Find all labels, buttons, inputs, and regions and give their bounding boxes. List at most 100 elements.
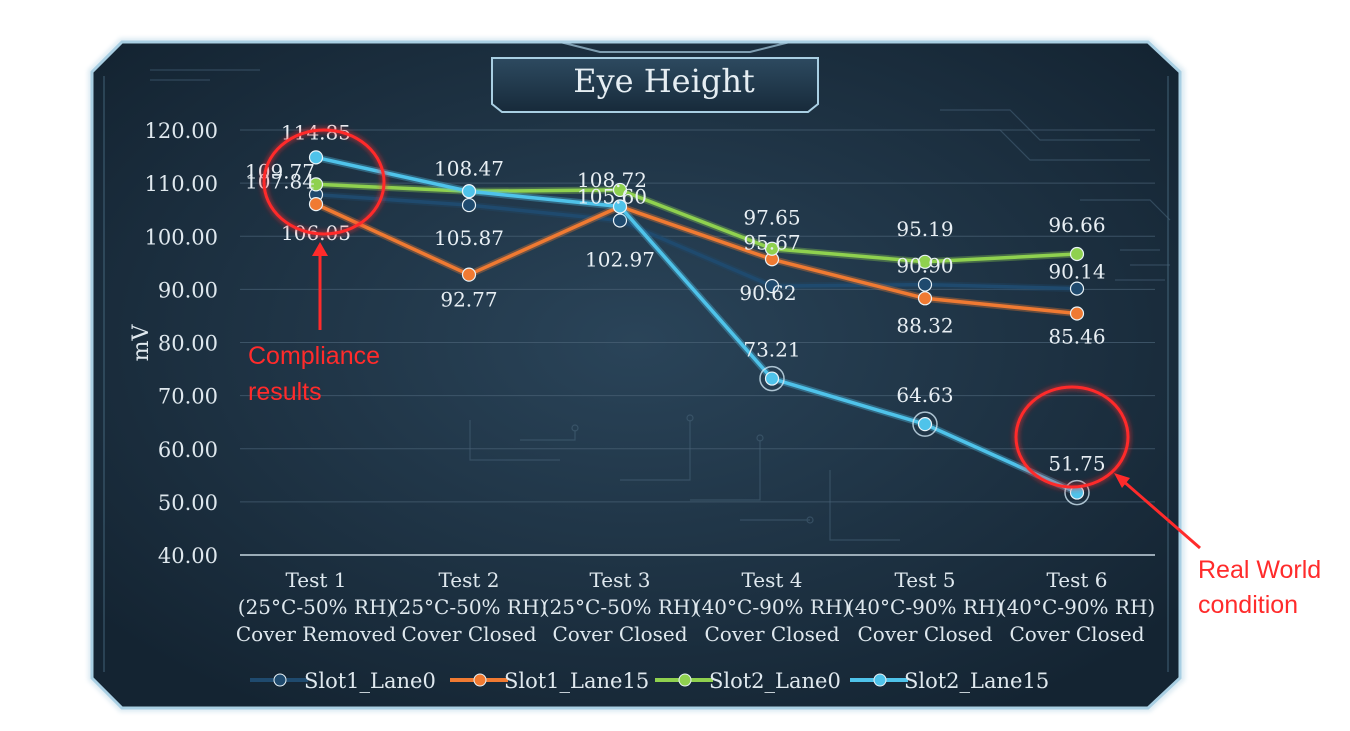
series-line xyxy=(315,182,1078,264)
x-tick-label: (25°C-50% RH) xyxy=(542,595,698,619)
x-tick-label: Test 3 xyxy=(589,568,650,592)
data-label: 90.14 xyxy=(1048,260,1105,284)
data-label: 108.72 xyxy=(577,168,647,192)
data-label: 90.90 xyxy=(896,254,953,278)
y-tick-label: 60.00 xyxy=(158,438,218,462)
data-label: 64.63 xyxy=(896,383,953,407)
x-tick-label: Cover Closed xyxy=(401,622,536,646)
data-label: 88.32 xyxy=(896,313,953,337)
legend-item: Slot1_Lane15 xyxy=(450,669,649,693)
x-tick-label: Cover Closed xyxy=(552,622,687,646)
series-lines xyxy=(308,150,1090,506)
axes: 40.00 50.00 60.00 70.00 80.00 90.00 100.00 110.… xyxy=(145,119,1156,646)
x-tick-label: Test 2 xyxy=(438,568,499,592)
x-tick-label: (40°C-90% RH) xyxy=(847,595,1003,619)
data-label: 95.67 xyxy=(743,230,800,254)
compliance-annotation: Compliance results xyxy=(248,128,386,406)
panel-frame xyxy=(88,38,1185,712)
real-world-arrow-head xyxy=(1114,473,1130,488)
legend-item: Slot2_Lane0 xyxy=(655,669,841,693)
legend-swatch-marker xyxy=(473,673,487,687)
x-tick-label: Test 4 xyxy=(741,568,802,592)
x-tick-label: Test 1 xyxy=(285,568,346,592)
y-tick-label: 110.00 xyxy=(145,172,218,196)
x-tick-label: (40°C-90% RH) xyxy=(694,595,850,619)
data-point xyxy=(1069,246,1085,262)
data-label: 102.97 xyxy=(585,247,655,271)
data-label: 108.47 xyxy=(434,156,504,180)
data-label: 90.62 xyxy=(739,281,796,305)
x-tick-label: Cover Closed xyxy=(857,622,992,646)
data-point xyxy=(461,197,477,213)
data-point xyxy=(308,197,324,212)
compliance-label-line2: results xyxy=(248,378,322,406)
title-box: Eye Height xyxy=(491,57,819,113)
x-tick-label: Test 5 xyxy=(894,568,955,592)
data-point xyxy=(308,150,324,165)
data-point xyxy=(764,278,780,294)
series-line xyxy=(315,202,1078,316)
data-label: 96.66 xyxy=(1048,213,1105,237)
circuit-decoration xyxy=(150,69,1171,541)
data-point xyxy=(1069,281,1085,296)
data-point xyxy=(612,213,628,228)
legend-label: Slot2_Lane0 xyxy=(709,669,841,693)
y-tick-label: 90.00 xyxy=(158,278,218,302)
data-point xyxy=(917,291,933,306)
y-tick-label: 100.00 xyxy=(145,225,218,249)
real-world-label-line2: condition xyxy=(1198,591,1298,619)
data-point xyxy=(917,417,933,432)
legend-item: Slot1_Lane0 xyxy=(250,669,436,693)
real-world-annotation: Real World condition xyxy=(1014,385,1321,619)
data-label: 105.60 xyxy=(577,185,647,209)
data-label: 109.77 xyxy=(245,159,315,183)
compliance-arrow-head xyxy=(312,242,328,256)
data-point xyxy=(612,182,628,198)
data-label: 105.87 xyxy=(434,226,504,250)
data-point xyxy=(461,267,477,282)
legend-swatch-marker xyxy=(273,673,287,687)
data-point xyxy=(764,371,780,386)
data-point xyxy=(764,241,780,256)
legend-item: Slot2_Lane15 xyxy=(850,669,1049,693)
y-tick-label: 40.00 xyxy=(158,544,218,568)
data-label: 92.77 xyxy=(440,288,497,312)
y-tick-label: 120.00 xyxy=(145,119,218,143)
real-world-arrow xyxy=(1121,478,1201,550)
legend-swatch-marker xyxy=(873,673,887,687)
series-line xyxy=(315,192,1078,291)
data-point xyxy=(917,277,933,292)
data-point xyxy=(308,177,324,192)
x-tick-label: (40°C-90% RH) xyxy=(999,595,1155,619)
real-world-circle xyxy=(1014,385,1130,489)
legend: Slot1_Lane0 Slot1_Lane15 Slot2_Lane0 Slot2_… xyxy=(250,669,1049,693)
data-point xyxy=(461,184,477,199)
y-axis-title: mV xyxy=(129,324,154,362)
series-line xyxy=(315,155,1078,495)
x-tick-label: (25°C-50% RH) xyxy=(391,595,547,619)
legend-label: Slot2_Lane15 xyxy=(904,669,1049,693)
legend-swatch-marker xyxy=(678,673,692,687)
real-world-label-line1: Real World xyxy=(1198,556,1321,584)
x-tick-label: (25°C-50% RH) xyxy=(238,595,394,619)
x-tick-label: Cover Closed xyxy=(1009,622,1144,646)
data-labels: 114.85109.77107.84106.05108.47105.8792.7… xyxy=(245,120,1106,475)
data-label: 51.75 xyxy=(1048,452,1105,476)
y-tick-label: 70.00 xyxy=(158,385,218,409)
compliance-circle xyxy=(262,128,386,236)
x-tick-label: Cover Removed xyxy=(236,622,396,646)
data-label: 85.46 xyxy=(1048,324,1105,348)
data-point xyxy=(917,254,933,269)
data-point xyxy=(1069,306,1085,321)
legend-label: Slot1_Lane0 xyxy=(304,669,436,693)
data-point-halo xyxy=(912,411,938,437)
grid xyxy=(240,129,1155,556)
data-point-halo xyxy=(1064,479,1090,506)
data-label: 107.84 xyxy=(245,170,315,194)
chart-title: Eye Height xyxy=(573,62,755,100)
compliance-label-line1: Compliance xyxy=(248,342,380,370)
x-tick-label: Cover Closed xyxy=(704,622,839,646)
data-label: 95.19 xyxy=(896,217,953,241)
